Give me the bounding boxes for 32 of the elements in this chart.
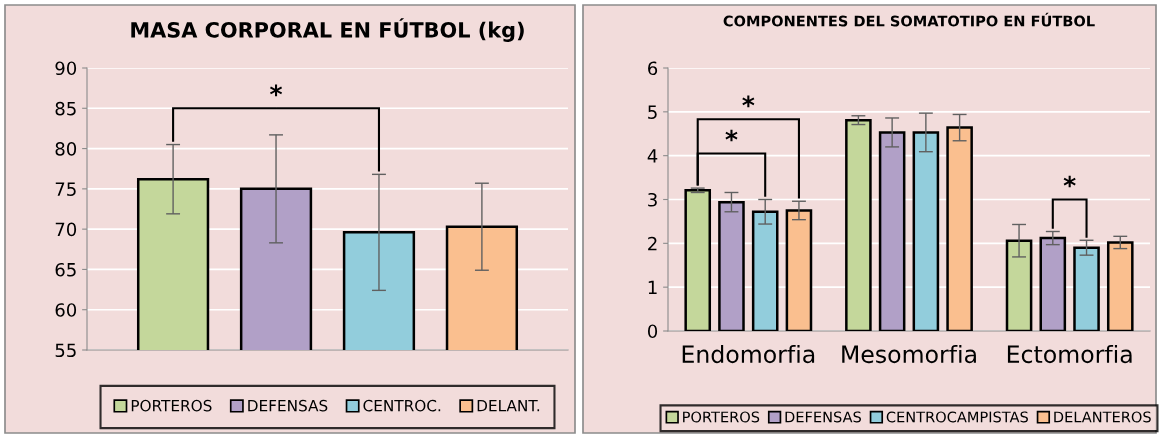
annotation: *: [742, 95, 755, 108]
x-tick-label: Ectomorfia: [1007, 344, 1132, 364]
annotation: *: [725, 129, 738, 142]
y-tick-label: 60: [55, 303, 77, 317]
y-tick-label: 6: [648, 61, 658, 76]
y-tick-label: 2: [648, 236, 657, 251]
y-tick-label: 80: [55, 142, 77, 156]
y-tick-label: 5: [648, 105, 657, 119]
annotation: *: [270, 84, 283, 97]
y-tick-label: 70: [55, 222, 77, 237]
legend-label: PORTEROS: [131, 399, 212, 412]
chart-title: COMPONENTES DEL SOMATOTIPO EN FÚTBOL: [723, 12, 1095, 27]
legend-label: DELANTEROS: [1054, 411, 1151, 423]
x-tick-label: Mesomorfia: [842, 344, 976, 364]
y-tick-label: 1: [648, 280, 657, 295]
y-tick-label: 75: [55, 182, 76, 196]
annotation: *: [1063, 175, 1076, 188]
y-tick-label: 3: [648, 192, 657, 207]
x-tick-label: Endomorfia: [682, 344, 815, 364]
y-tick-label: 85: [55, 101, 76, 116]
y-tick-label: 4: [647, 149, 658, 163]
legend-label: CENTROCAMPISTAS: [886, 411, 1028, 423]
legend-label: DELANT.: [477, 400, 540, 412]
legend-label: CENTROC.: [363, 399, 441, 412]
legend-label: DEFENSAS: [785, 411, 861, 423]
legend-label: DEFENSAS: [248, 399, 328, 412]
chart-title: MASA CORPORAL EN FÚTBOL (kg): [131, 18, 524, 42]
legend-label: PORTEROS: [683, 411, 760, 423]
y-tick-label: 55: [55, 343, 76, 358]
y-tick-label: 0: [647, 324, 658, 339]
y-tick-label: 90: [55, 61, 77, 76]
y-tick-label: 65: [55, 262, 76, 277]
